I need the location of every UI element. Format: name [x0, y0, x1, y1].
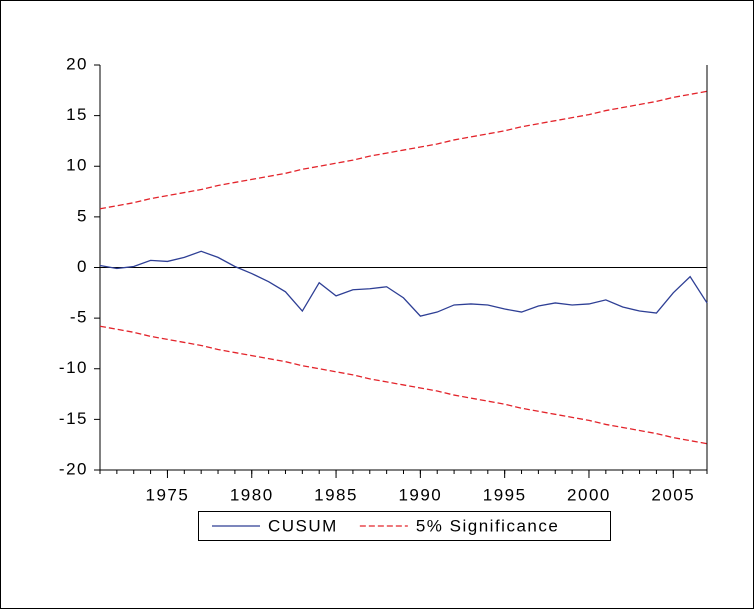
x-tick-label: 2000	[567, 485, 611, 504]
y-tick-label: 0	[77, 257, 88, 276]
x-tick-label: 2005	[651, 485, 695, 504]
series-line	[99, 250, 708, 317]
y-tick-label: 20	[66, 54, 88, 73]
series-line	[99, 90, 708, 210]
y-tick-label: -5	[70, 308, 88, 327]
y-tick-label: 15	[66, 105, 88, 124]
legend-label: 5% Significance	[416, 516, 559, 535]
y-tick-label: -15	[59, 409, 88, 428]
legend-label: CUSUM	[268, 516, 338, 535]
x-tick-label: 1995	[483, 485, 527, 504]
y-tick-label: 5	[77, 206, 88, 225]
y-tick-label: -10	[59, 358, 88, 377]
series-line	[99, 325, 708, 445]
x-tick-label: 1985	[314, 485, 358, 504]
y-tick-label: -20	[59, 459, 88, 478]
legend-box	[198, 511, 611, 541]
x-tick-label: 1980	[230, 485, 274, 504]
x-tick-label: 1975	[146, 485, 190, 504]
y-tick-label: 10	[66, 156, 88, 175]
x-tick-label: 1990	[398, 485, 442, 504]
